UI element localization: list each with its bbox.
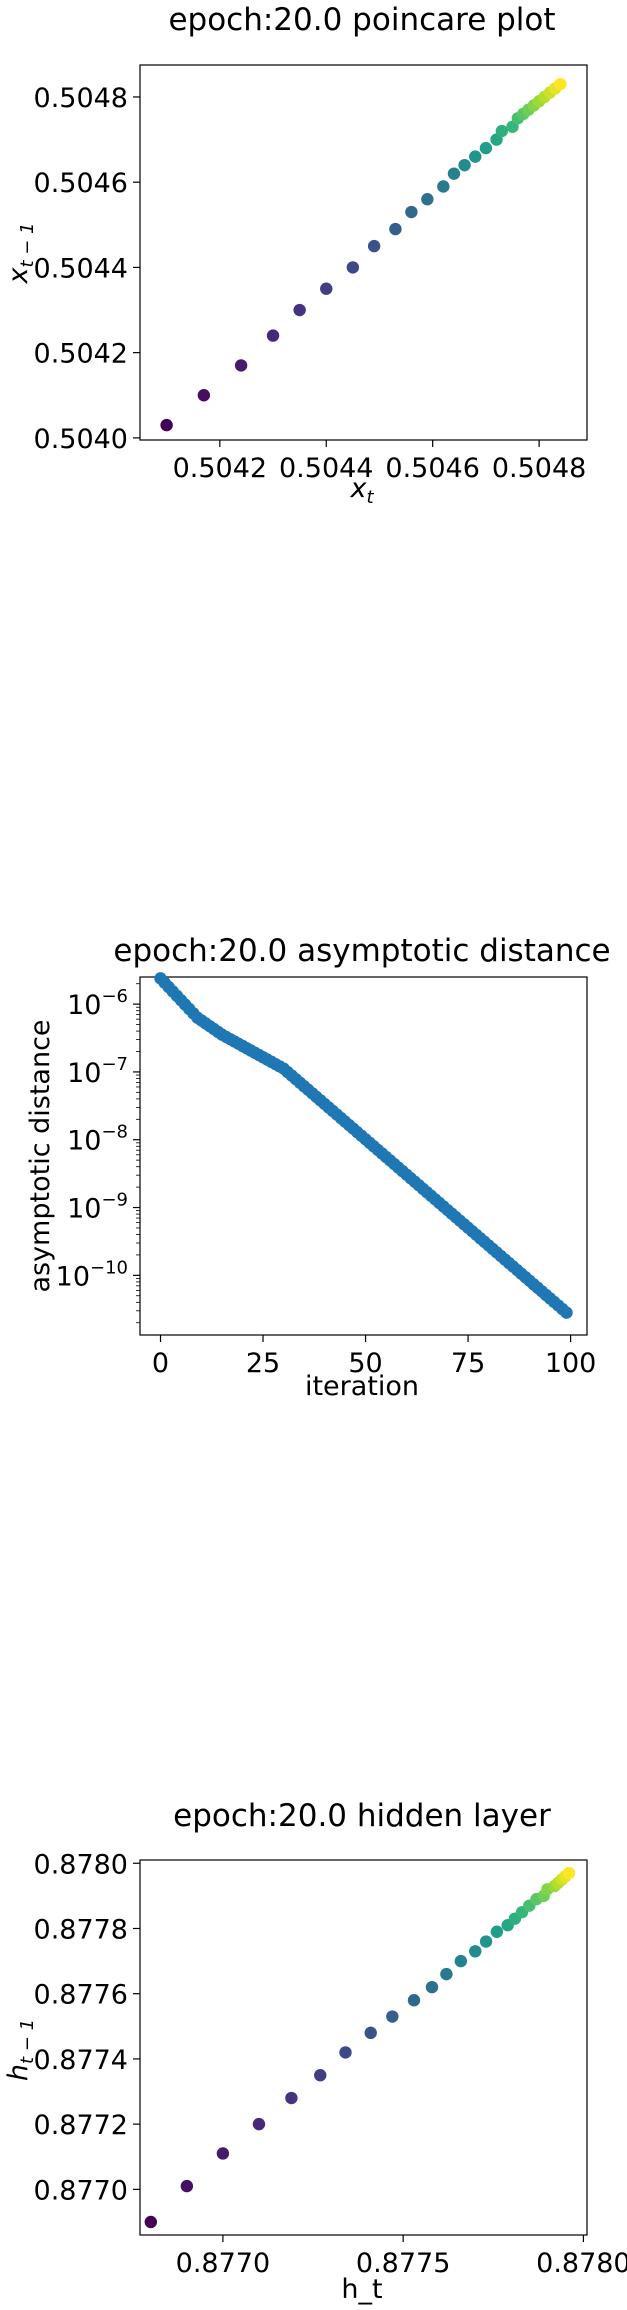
asymptotic-x-ticks: 0 25 50 75 100 <box>152 1335 596 1379</box>
poincare-plot-frame <box>139 64 588 441</box>
x-tick-label: 0.5042 <box>173 453 267 484</box>
poincare-points <box>160 77 567 432</box>
poincare-point <box>346 261 360 274</box>
y-tick-label: 0.8772 <box>34 2110 128 2141</box>
poincare-point <box>458 158 471 172</box>
x-tick-label: 0.8770 <box>176 2248 270 2279</box>
hidden-layer-title: epoch:20.0 hidden layer <box>173 1798 551 1834</box>
poincare-x-ticks: 0.5042 0.5044 0.5046 0.5048 <box>173 440 586 484</box>
poincare-x-label: xt <box>349 473 374 508</box>
y-tick-label: 10−9 <box>67 1190 128 1225</box>
hidden-layer-point <box>454 1954 468 1968</box>
hidden-layer-point <box>180 2179 194 2193</box>
y-tick-label: 0.5048 <box>34 83 128 114</box>
hidden-layer-y-ticks: 0.8770 0.8772 0.8774 0.8776 0.8778 0.8780 <box>34 1849 140 2206</box>
hidden-layer-x-label: h_t <box>341 2274 382 2305</box>
poincare-point <box>320 282 333 295</box>
y-tick-label: 10−8 <box>67 1122 128 1157</box>
x-tick-label: 0.8775 <box>356 2248 450 2279</box>
poincare-point <box>421 193 434 206</box>
hidden-layer-x-ticks: 0.8770 0.8775 0.8780 <box>176 2235 627 2279</box>
y-tick-label: 10−6 <box>67 986 128 1021</box>
asymptotic-x-label: iteration <box>305 1371 419 1402</box>
x-tick-label: 100 <box>545 1348 597 1379</box>
poincare-point <box>405 205 418 219</box>
y-tick-label: 0.5044 <box>34 253 128 284</box>
hidden-layer-point <box>285 2091 298 2105</box>
y-tick-label: 0.8774 <box>34 2045 128 2076</box>
asymptotic-title: epoch:20.0 asymptotic distance <box>113 933 610 969</box>
hidden-layer-point <box>364 2026 377 2040</box>
hidden-layer-y-label: ht − 1 <box>3 2019 38 2081</box>
poincare-point <box>479 141 493 155</box>
asymptotic-y-ticks: 10−6 10−7 10−8 10−9 10−10 <box>56 983 140 1324</box>
y-tick-label: 0.5046 <box>34 168 128 199</box>
poincare-point <box>266 329 280 342</box>
x-tick-label: 50 <box>348 1348 382 1379</box>
poincare-title: epoch:20.0 poincare plot <box>168 2 555 38</box>
poincare-point <box>293 303 306 317</box>
x-tick-label: 0 <box>152 1348 169 1379</box>
y-tick-label: 0.5040 <box>34 424 128 455</box>
poincare-point <box>554 77 567 91</box>
poincare-point <box>447 167 461 180</box>
hidden-layer-point <box>407 1994 421 2007</box>
hidden-layer-point <box>562 1866 576 1880</box>
y-tick-label: 0.8770 <box>34 2175 128 2206</box>
x-tick-label: 75 <box>451 1348 485 1379</box>
y-tick-label: 0.8778 <box>34 1914 128 1945</box>
poincare-chart: epoch:20.0 poincare plot 0.5042 0.5044 0.5… <box>3 2 588 508</box>
hidden-layer-chart: epoch:20.0 hidden layer 0.8770 0.8775 0.87… <box>3 1798 627 2305</box>
poincare-point <box>437 180 450 193</box>
x-tick-label: 0.8780 <box>536 2248 627 2279</box>
hidden-layer-points <box>144 1866 576 2229</box>
hidden-layer-point <box>469 1945 482 1958</box>
y-tick-label: 0.8776 <box>34 1980 128 2011</box>
poincare-point <box>367 239 381 253</box>
asymptotic-point <box>560 1306 573 1319</box>
hidden-layer-point <box>425 1980 439 1994</box>
asymptotic-plot-frame <box>139 976 588 1336</box>
hidden-layer-point <box>339 2046 352 2059</box>
hidden-layer-point <box>252 2117 266 2131</box>
hidden-layer-point <box>314 2069 327 2082</box>
y-tick-label: 10−7 <box>67 1054 128 1089</box>
poincare-y-label: xt − 1 <box>3 222 38 284</box>
x-tick-label: 0.5046 <box>385 453 479 484</box>
x-tick-label: 25 <box>246 1348 280 1379</box>
asymptotic-points <box>154 972 573 1319</box>
poincare-y-ticks: 0.5040 0.5042 0.5044 0.5046 0.5048 <box>34 83 140 455</box>
poincare-point <box>469 150 482 163</box>
hidden-layer-point <box>386 2010 399 2023</box>
poincare-point <box>234 359 248 372</box>
hidden-layer-point <box>216 2147 230 2160</box>
poincare-point <box>495 124 509 138</box>
x-tick-label: 0.5048 <box>492 453 586 484</box>
y-tick-label: 10−10 <box>56 1257 128 1292</box>
hidden-layer-plot-frame <box>139 1859 588 2236</box>
hidden-layer-point <box>440 1967 453 1981</box>
poincare-point <box>160 418 173 432</box>
hidden-layer-point <box>479 1935 493 1948</box>
hidden-layer-point <box>490 1925 504 1938</box>
y-tick-label: 0.8780 <box>34 1849 128 1880</box>
poincare-point <box>197 389 211 402</box>
poincare-point <box>389 222 402 236</box>
asymptotic-y-label: asymptotic distance <box>25 1019 56 1292</box>
asymptotic-distance-chart: epoch:20.0 asymptotic distance 0 25 50 75 10… <box>25 933 611 1402</box>
hidden-layer-point <box>144 2215 158 2229</box>
x-tick-label: 0.5044 <box>279 453 373 484</box>
y-tick-label: 0.5042 <box>34 339 128 370</box>
